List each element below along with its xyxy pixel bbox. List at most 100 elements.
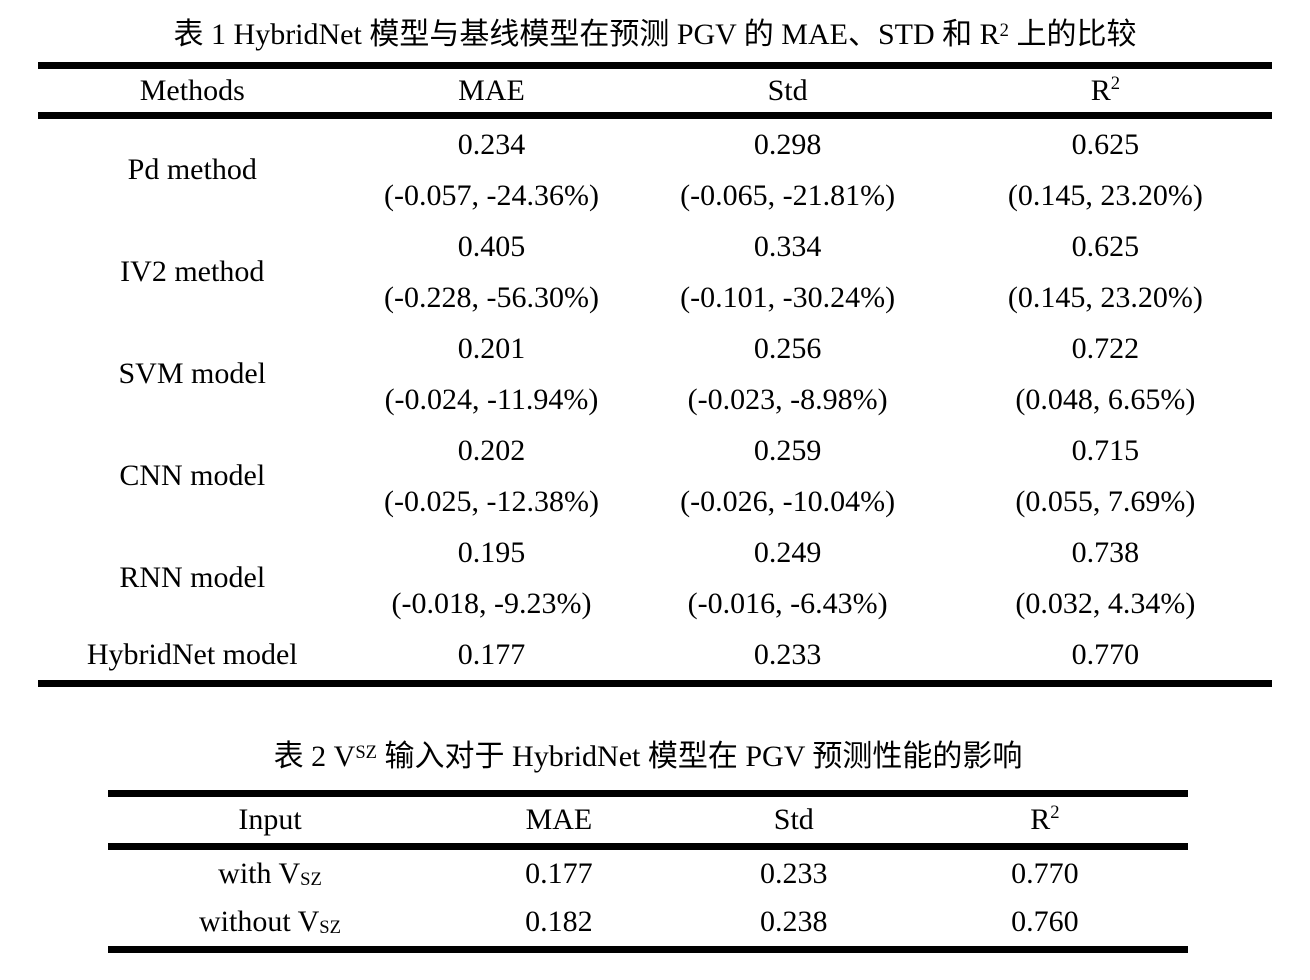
r2-delta: (0.145, 23.20%)	[1007, 179, 1203, 212]
std-cell: 0.249 (-0.016, -6.43%)	[636, 527, 938, 629]
table2-caption-pre: 表 2 V	[273, 740, 356, 773]
r2-value: 0.625	[1071, 230, 1140, 263]
table1-header-methods: Methods	[139, 73, 245, 107]
std-cell: 0.256 (-0.023, -8.98%)	[636, 323, 938, 425]
r2-cell: 0.625 (0.145, 23.20%)	[939, 119, 1272, 221]
r2-cell: 0.722 (0.048, 6.65%)	[939, 323, 1272, 425]
mae-value: 0.195	[457, 536, 526, 569]
r2-value: 0.760	[1011, 905, 1079, 938]
table-row: CNN model 0.202 (-0.025, -12.38%) 0.259 …	[38, 425, 1272, 527]
table2-header-mae: MAE	[525, 803, 593, 836]
std-delta: (-0.101, -30.24%)	[680, 281, 896, 314]
table2-caption: 表 2 V SZ 输入对于 HybridNet 模型在 PGV 预测性能的影响	[108, 723, 1188, 783]
method-cell: IV2 method	[120, 255, 265, 288]
std-value: 0.233	[760, 857, 828, 890]
std-cell: 0.298 (-0.065, -21.81%)	[636, 119, 938, 221]
table1-caption: 表 1 HybridNet 模型与基线模型在预测 PGV 的 MAE、STD 和…	[38, 0, 1272, 62]
table-row: SVM model 0.201 (-0.024, -11.94%) 0.256 …	[38, 323, 1272, 425]
table-row: IV2 method 0.405 (-0.228, -56.30%) 0.334…	[38, 221, 1272, 323]
r2-value: 0.770	[1071, 638, 1140, 671]
std-cell: 0.259 (-0.026, -10.04%)	[636, 425, 938, 527]
r2-value: 0.770	[1011, 857, 1079, 890]
r2-cell: 0.738 (0.032, 4.34%)	[939, 527, 1272, 629]
input-cell: with VSZ	[108, 850, 432, 898]
mae-delta: (-0.228, -56.30%)	[384, 281, 599, 314]
table2-header-std: Std	[773, 803, 814, 836]
mae-value: 0.201	[457, 332, 526, 365]
mae-cell: 0.405 (-0.228, -56.30%)	[347, 221, 637, 323]
table1-header-row: Methods MAE Std R2	[38, 69, 1272, 119]
table1-header-std: Std	[767, 73, 808, 107]
mae-value: 0.182	[525, 905, 593, 938]
r2-value: 0.715	[1071, 434, 1140, 467]
table2: Input MAE Std R2 with VSZ 0.177 0.233 0.…	[108, 790, 1188, 953]
mae-cell: 0.195 (-0.018, -9.23%)	[347, 527, 637, 629]
std-value: 0.298	[753, 128, 822, 161]
std-value: 0.238	[760, 905, 828, 938]
r2-delta: (0.055, 7.69%)	[1015, 485, 1196, 518]
r2-cell: 0.625 (0.145, 23.20%)	[939, 221, 1272, 323]
r2-value: 0.625	[1071, 128, 1140, 161]
table2-section: 表 2 V SZ 输入对于 HybridNet 模型在 PGV 预测性能的影响 I…	[108, 687, 1188, 953]
table2-caption-post: 输入对于 HybridNet 模型在 PGV 预测性能的影响	[377, 740, 1023, 773]
table1-section: 表 1 HybridNet 模型与基线模型在预测 PGV 的 MAE、STD 和…	[38, 0, 1272, 687]
std-delta: (-0.016, -6.43%)	[687, 587, 888, 620]
r2-delta: (0.032, 4.34%)	[1015, 587, 1196, 620]
r2-value: 0.722	[1071, 332, 1140, 365]
table1-header-r2: R2	[939, 74, 1272, 108]
std-value: 0.233	[753, 638, 822, 671]
table1-caption-pre: 表 1 HybridNet 模型与基线模型在预测 PGV 的 MAE、STD 和…	[173, 18, 1000, 51]
method-cell: HybridNet model	[86, 638, 298, 671]
mae-cell: 0.202 (-0.025, -12.38%)	[347, 425, 637, 527]
mae-cell: 0.201 (-0.024, -11.94%)	[347, 323, 637, 425]
input-subscript: SZ	[300, 869, 322, 891]
table-row: Pd method 0.234 (-0.057, -24.36%) 0.298 …	[38, 119, 1272, 221]
mae-value: 0.177	[525, 857, 593, 890]
mae-delta: (-0.025, -12.38%)	[384, 485, 599, 518]
std-value: 0.249	[753, 536, 822, 569]
std-value: 0.256	[753, 332, 822, 365]
input-label: with V	[218, 857, 301, 890]
table1-caption-post: 上的比较	[1008, 18, 1137, 51]
mae-cell: 0.234 (-0.057, -24.36%)	[347, 119, 637, 221]
std-cell: 0.334 (-0.101, -30.24%)	[636, 221, 938, 323]
table1-body: Pd method 0.234 (-0.057, -24.36%) 0.298 …	[38, 119, 1272, 680]
std-delta: (-0.065, -21.81%)	[680, 179, 896, 212]
input-label: without V	[199, 905, 320, 938]
std-value: 0.334	[753, 230, 822, 263]
r2-delta: (0.145, 23.20%)	[1007, 281, 1203, 314]
input-subscript: SZ	[319, 917, 341, 939]
r2-cell: 0.715 (0.055, 7.69%)	[939, 425, 1272, 527]
table1: Methods MAE Std R2 Pd method 0.234 (-0.0…	[38, 62, 1272, 687]
mae-value: 0.177	[457, 638, 526, 671]
r2-base: R	[1090, 73, 1111, 107]
mae-value: 0.234	[457, 128, 526, 161]
std-value: 0.259	[753, 434, 822, 467]
table-row-final: HybridNet model 0.177 0.233 0.770	[38, 629, 1272, 680]
table2-header-input: Input	[238, 803, 302, 836]
method-cell: CNN model	[119, 459, 266, 492]
mae-value: 0.202	[457, 434, 526, 467]
method-cell: RNN model	[119, 561, 266, 594]
r2-delta: (0.048, 6.65%)	[1015, 383, 1196, 416]
method-cell: Pd method	[127, 153, 257, 186]
mae-value: 0.405	[457, 230, 526, 263]
std-delta: (-0.026, -10.04%)	[680, 485, 896, 518]
r2-superscript: 2	[1050, 802, 1060, 823]
r2-value: 0.738	[1071, 536, 1140, 569]
input-cell: without VSZ	[108, 898, 432, 946]
table2-header-r2: R2	[902, 803, 1188, 837]
table-row: without VSZ 0.182 0.238 0.760	[108, 898, 1188, 946]
table2-header-row: Input MAE Std R2	[108, 797, 1188, 850]
r2-superscript: 2	[1110, 72, 1121, 94]
mae-delta: (-0.024, -11.94%)	[384, 383, 599, 416]
table1-header-mae: MAE	[458, 73, 525, 107]
table-row: RNN model 0.195 (-0.018, -9.23%) 0.249 (…	[38, 527, 1272, 629]
mae-delta: (-0.057, -24.36%)	[384, 179, 599, 212]
method-cell: SVM model	[118, 357, 266, 390]
table-row: with VSZ 0.177 0.233 0.770	[108, 850, 1188, 898]
r2-base: R	[1030, 803, 1051, 836]
mae-delta: (-0.018, -9.23%)	[391, 587, 592, 620]
std-delta: (-0.023, -8.98%)	[687, 383, 888, 416]
